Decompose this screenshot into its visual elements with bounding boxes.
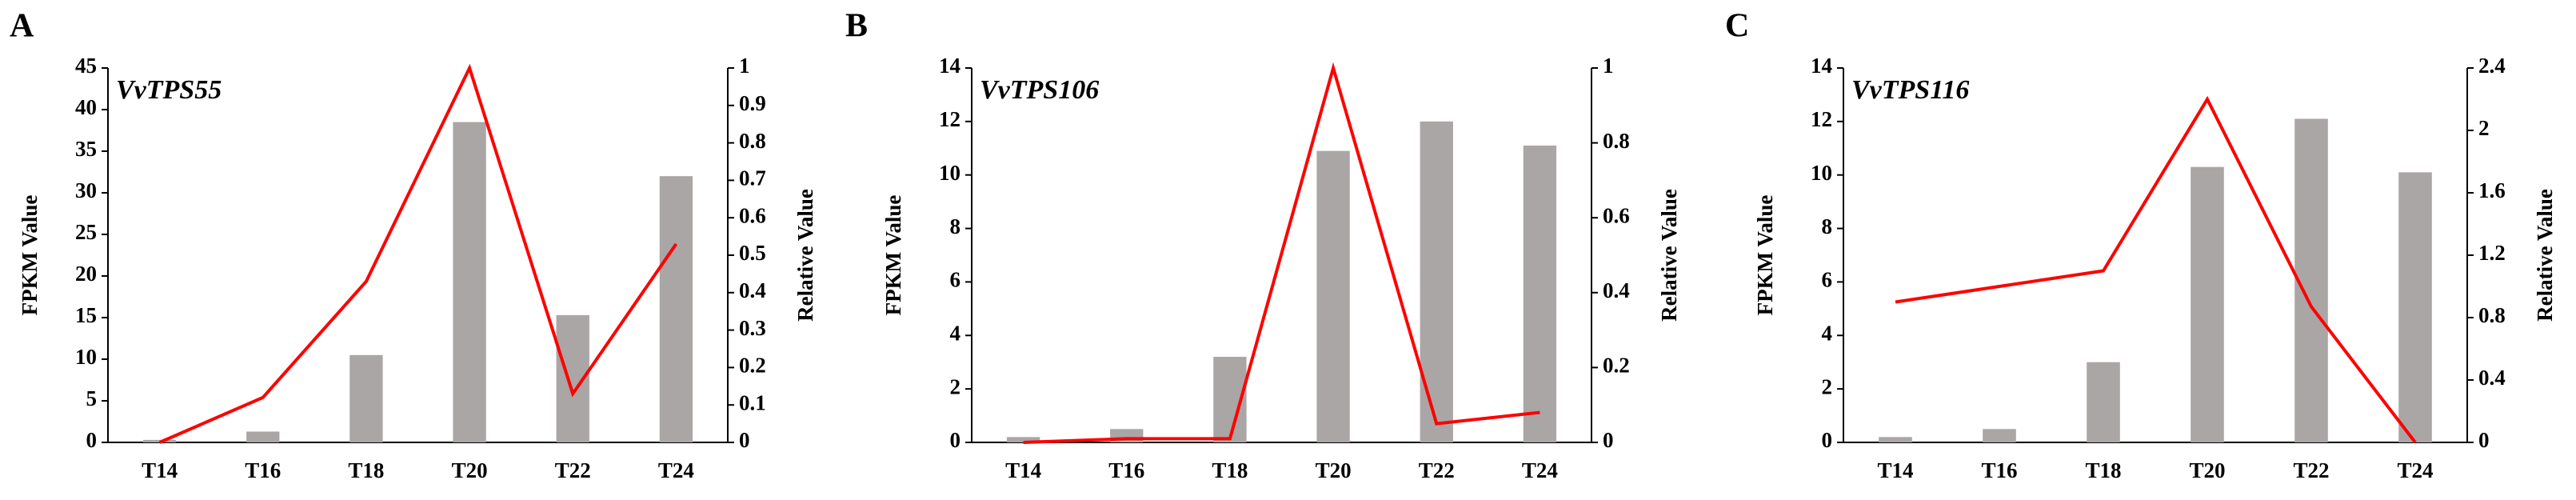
x-tick-label: T14 bbox=[1005, 458, 1041, 482]
y2-tick-label: 1.2 bbox=[2478, 241, 2506, 265]
y-tick-label: 2 bbox=[1822, 374, 1833, 398]
y-tick-label: 8 bbox=[950, 214, 961, 238]
bar bbox=[2398, 172, 2432, 442]
bar bbox=[1316, 150, 1350, 442]
y2-tick-label: 1 bbox=[1603, 54, 1614, 78]
y-tick-label: 0 bbox=[86, 428, 98, 452]
bar bbox=[1523, 145, 1557, 442]
y2-tick-label: 0.5 bbox=[739, 241, 766, 265]
y-tick-label: 45 bbox=[75, 54, 97, 78]
y2-tick-label: 0.9 bbox=[739, 91, 766, 115]
x-tick-label: T20 bbox=[452, 458, 488, 482]
y2-tick-label: 0.2 bbox=[739, 354, 766, 378]
chart-title: VvTPS116 bbox=[1851, 75, 1969, 105]
y2-axis-label: Relative Value bbox=[2533, 189, 2557, 322]
y-tick-label: 10 bbox=[939, 161, 961, 185]
x-tick-label: T16 bbox=[1108, 458, 1144, 482]
bar bbox=[1420, 121, 1453, 442]
y-tick-label: 6 bbox=[1822, 268, 1833, 292]
bar bbox=[453, 122, 486, 442]
bar bbox=[2191, 166, 2224, 442]
y-tick-label: 2 bbox=[950, 374, 961, 398]
y-tick-label: 10 bbox=[75, 345, 97, 369]
x-tick-label: T18 bbox=[1212, 458, 1248, 482]
y2-tick-label: 2.4 bbox=[2478, 54, 2506, 78]
y-tick-label: 0 bbox=[1822, 428, 1833, 452]
x-tick-label: T22 bbox=[555, 458, 591, 482]
y-tick-label: 6 bbox=[950, 268, 961, 292]
x-tick-label: T18 bbox=[2085, 458, 2121, 482]
x-tick-label: T14 bbox=[142, 458, 178, 482]
line bbox=[158, 63, 678, 444]
x-tick-label: T22 bbox=[1419, 458, 1455, 482]
y2-tick-label: 0.8 bbox=[2478, 303, 2506, 327]
x-tick-label: T24 bbox=[658, 458, 694, 482]
x-tick-label: T16 bbox=[245, 458, 281, 482]
y2-tick-label: 2 bbox=[2478, 116, 2490, 140]
bar bbox=[1006, 437, 1040, 442]
y2-tick-label: 0.4 bbox=[1603, 278, 1630, 302]
x-tick-label: T20 bbox=[1316, 458, 1352, 482]
y2-tick-label: 0.8 bbox=[1603, 129, 1630, 153]
y2-tick-label: 0.6 bbox=[739, 203, 766, 227]
chart-title: VvTPS106 bbox=[980, 75, 1099, 105]
y2-tick-label: 0 bbox=[739, 428, 750, 452]
y2-tick-label: 0.8 bbox=[739, 129, 766, 153]
y-tick-label: 8 bbox=[1822, 214, 1833, 238]
y2-tick-label: 1 bbox=[739, 54, 750, 78]
y-tick-label: 20 bbox=[75, 262, 97, 286]
x-tick-label: T22 bbox=[2293, 458, 2329, 482]
bar bbox=[246, 431, 280, 442]
x-tick-label: T18 bbox=[348, 458, 384, 482]
y2-tick-label: 0 bbox=[1603, 428, 1614, 452]
y2-tick-label: 0.1 bbox=[739, 390, 766, 414]
y-axis-label: FPKM Value bbox=[1753, 195, 1777, 316]
x-tick-label: T20 bbox=[2189, 458, 2225, 482]
bar bbox=[1879, 437, 1912, 442]
line bbox=[1895, 95, 2417, 444]
y2-tick-label: 1.6 bbox=[2478, 178, 2506, 202]
chart-title: VvTPS55 bbox=[116, 75, 222, 105]
x-tick-label: T16 bbox=[1981, 458, 2017, 482]
y2-axis-label: Relative Value bbox=[793, 189, 817, 322]
y-axis-label: FPKM Value bbox=[18, 195, 42, 316]
y-tick-label: 4 bbox=[1822, 321, 1833, 345]
y-tick-label: 40 bbox=[75, 95, 97, 119]
y-tick-label: 30 bbox=[75, 178, 97, 202]
y-tick-label: 10 bbox=[1811, 161, 1832, 185]
y2-tick-label: 0.3 bbox=[739, 316, 766, 340]
x-tick-label: T24 bbox=[1522, 458, 1558, 482]
y2-tick-label: 0.6 bbox=[1603, 203, 1630, 227]
panel-label: B bbox=[845, 8, 868, 45]
panel-label: C bbox=[1725, 8, 1749, 45]
x-tick-label: T24 bbox=[2397, 458, 2433, 482]
panel-label: A bbox=[10, 8, 34, 45]
y2-tick-label: 0.2 bbox=[1603, 354, 1630, 378]
y-tick-label: 0 bbox=[950, 428, 961, 452]
y2-tick-label: 0.4 bbox=[2478, 366, 2506, 390]
bar bbox=[349, 354, 383, 442]
y2-tick-label: 0.4 bbox=[739, 278, 766, 302]
x-tick-label: T14 bbox=[1877, 458, 1913, 482]
y2-tick-label: 0.7 bbox=[739, 166, 766, 190]
bar bbox=[659, 176, 693, 442]
y-tick-label: 14 bbox=[939, 54, 961, 78]
y-tick-label: 25 bbox=[75, 220, 97, 244]
y-tick-label: 12 bbox=[1811, 107, 1832, 131]
y-tick-label: 5 bbox=[86, 386, 98, 410]
y2-axis-label: Relative Value bbox=[1657, 189, 1681, 322]
line bbox=[1023, 62, 1540, 444]
bar bbox=[2087, 362, 2120, 442]
bar bbox=[2294, 118, 2328, 442]
y-tick-label: 15 bbox=[75, 303, 97, 327]
y-axis-label: FPKM Value bbox=[881, 195, 905, 316]
bar bbox=[1983, 429, 2016, 442]
y-tick-label: 4 bbox=[950, 321, 961, 345]
y2-tick-label: 0 bbox=[2478, 428, 2490, 452]
y-tick-label: 35 bbox=[75, 137, 97, 161]
y-tick-label: 12 bbox=[939, 107, 961, 131]
y-tick-label: 14 bbox=[1811, 54, 1832, 78]
